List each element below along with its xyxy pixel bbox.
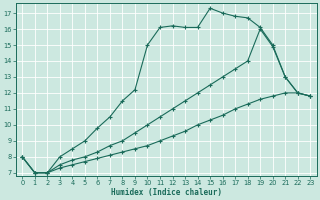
X-axis label: Humidex (Indice chaleur): Humidex (Indice chaleur)	[111, 188, 222, 197]
